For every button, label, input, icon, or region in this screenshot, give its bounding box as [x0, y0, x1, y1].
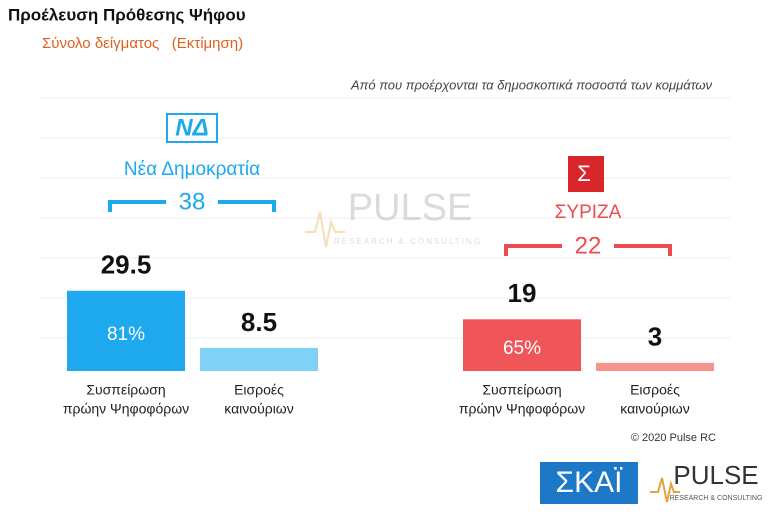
category-label: καινούριων	[620, 401, 689, 417]
retention-label: 65%	[503, 338, 541, 359]
party-logo: Σ	[577, 161, 591, 186]
subtitle: Σύνολο δείγματος (Εκτίμηση)	[42, 35, 243, 52]
party-total: 38	[179, 188, 206, 215]
watermark: PULSE RESEARCH & CONSULTING	[305, 187, 482, 248]
value-label: 19	[508, 278, 537, 308]
category-label: Εισροές	[630, 382, 680, 398]
party-name: Νέα Δημοκρατία	[124, 159, 260, 180]
party-logo-box	[568, 156, 604, 192]
category-label: καινούριων	[224, 401, 293, 417]
category-label: πρώην Ψηφοφόρων	[63, 401, 189, 417]
bar	[67, 290, 185, 371]
party-total: 22	[575, 232, 602, 259]
retention-label: 81%	[107, 324, 145, 345]
skai-logo-box	[540, 462, 638, 504]
party-logo-box	[166, 113, 218, 143]
bracket	[504, 244, 672, 256]
bar	[200, 347, 318, 371]
watermark-name: PULSE	[348, 187, 473, 229]
category-label: Συσπείρωση	[86, 382, 165, 398]
pulse-logo-tagline: RESEARCH & CONSULTING	[670, 495, 763, 502]
party-logo: ΝΔ	[175, 114, 208, 141]
party-name: ΣΥΡΙΖΑ	[555, 202, 622, 223]
category-label: πρώην Ψηφοφόρων	[459, 401, 585, 417]
pulse-logo-wave	[650, 477, 680, 503]
pulse-logo: PULSE	[673, 460, 758, 490]
skai-logo: ΣΚΑΪ	[556, 466, 624, 499]
copyright: © 2020 Pulse RC	[631, 432, 716, 444]
value-label: 3	[648, 322, 662, 352]
bar	[596, 362, 714, 371]
watermark-tagline: RESEARCH & CONSULTING	[334, 237, 482, 246]
chart-title: Προέλευση Πρόθεσης Ψήφου	[8, 5, 246, 24]
bracket	[108, 200, 276, 212]
annotation: Από που προέρχονται τα δημοσκοπικά ποσοσ…	[350, 77, 712, 92]
category-label: Εισροές	[234, 382, 284, 398]
category-label: Συσπείρωση	[482, 382, 561, 398]
value-label: 29.5	[101, 250, 152, 280]
bar	[463, 319, 581, 371]
value-label: 8.5	[241, 307, 277, 337]
